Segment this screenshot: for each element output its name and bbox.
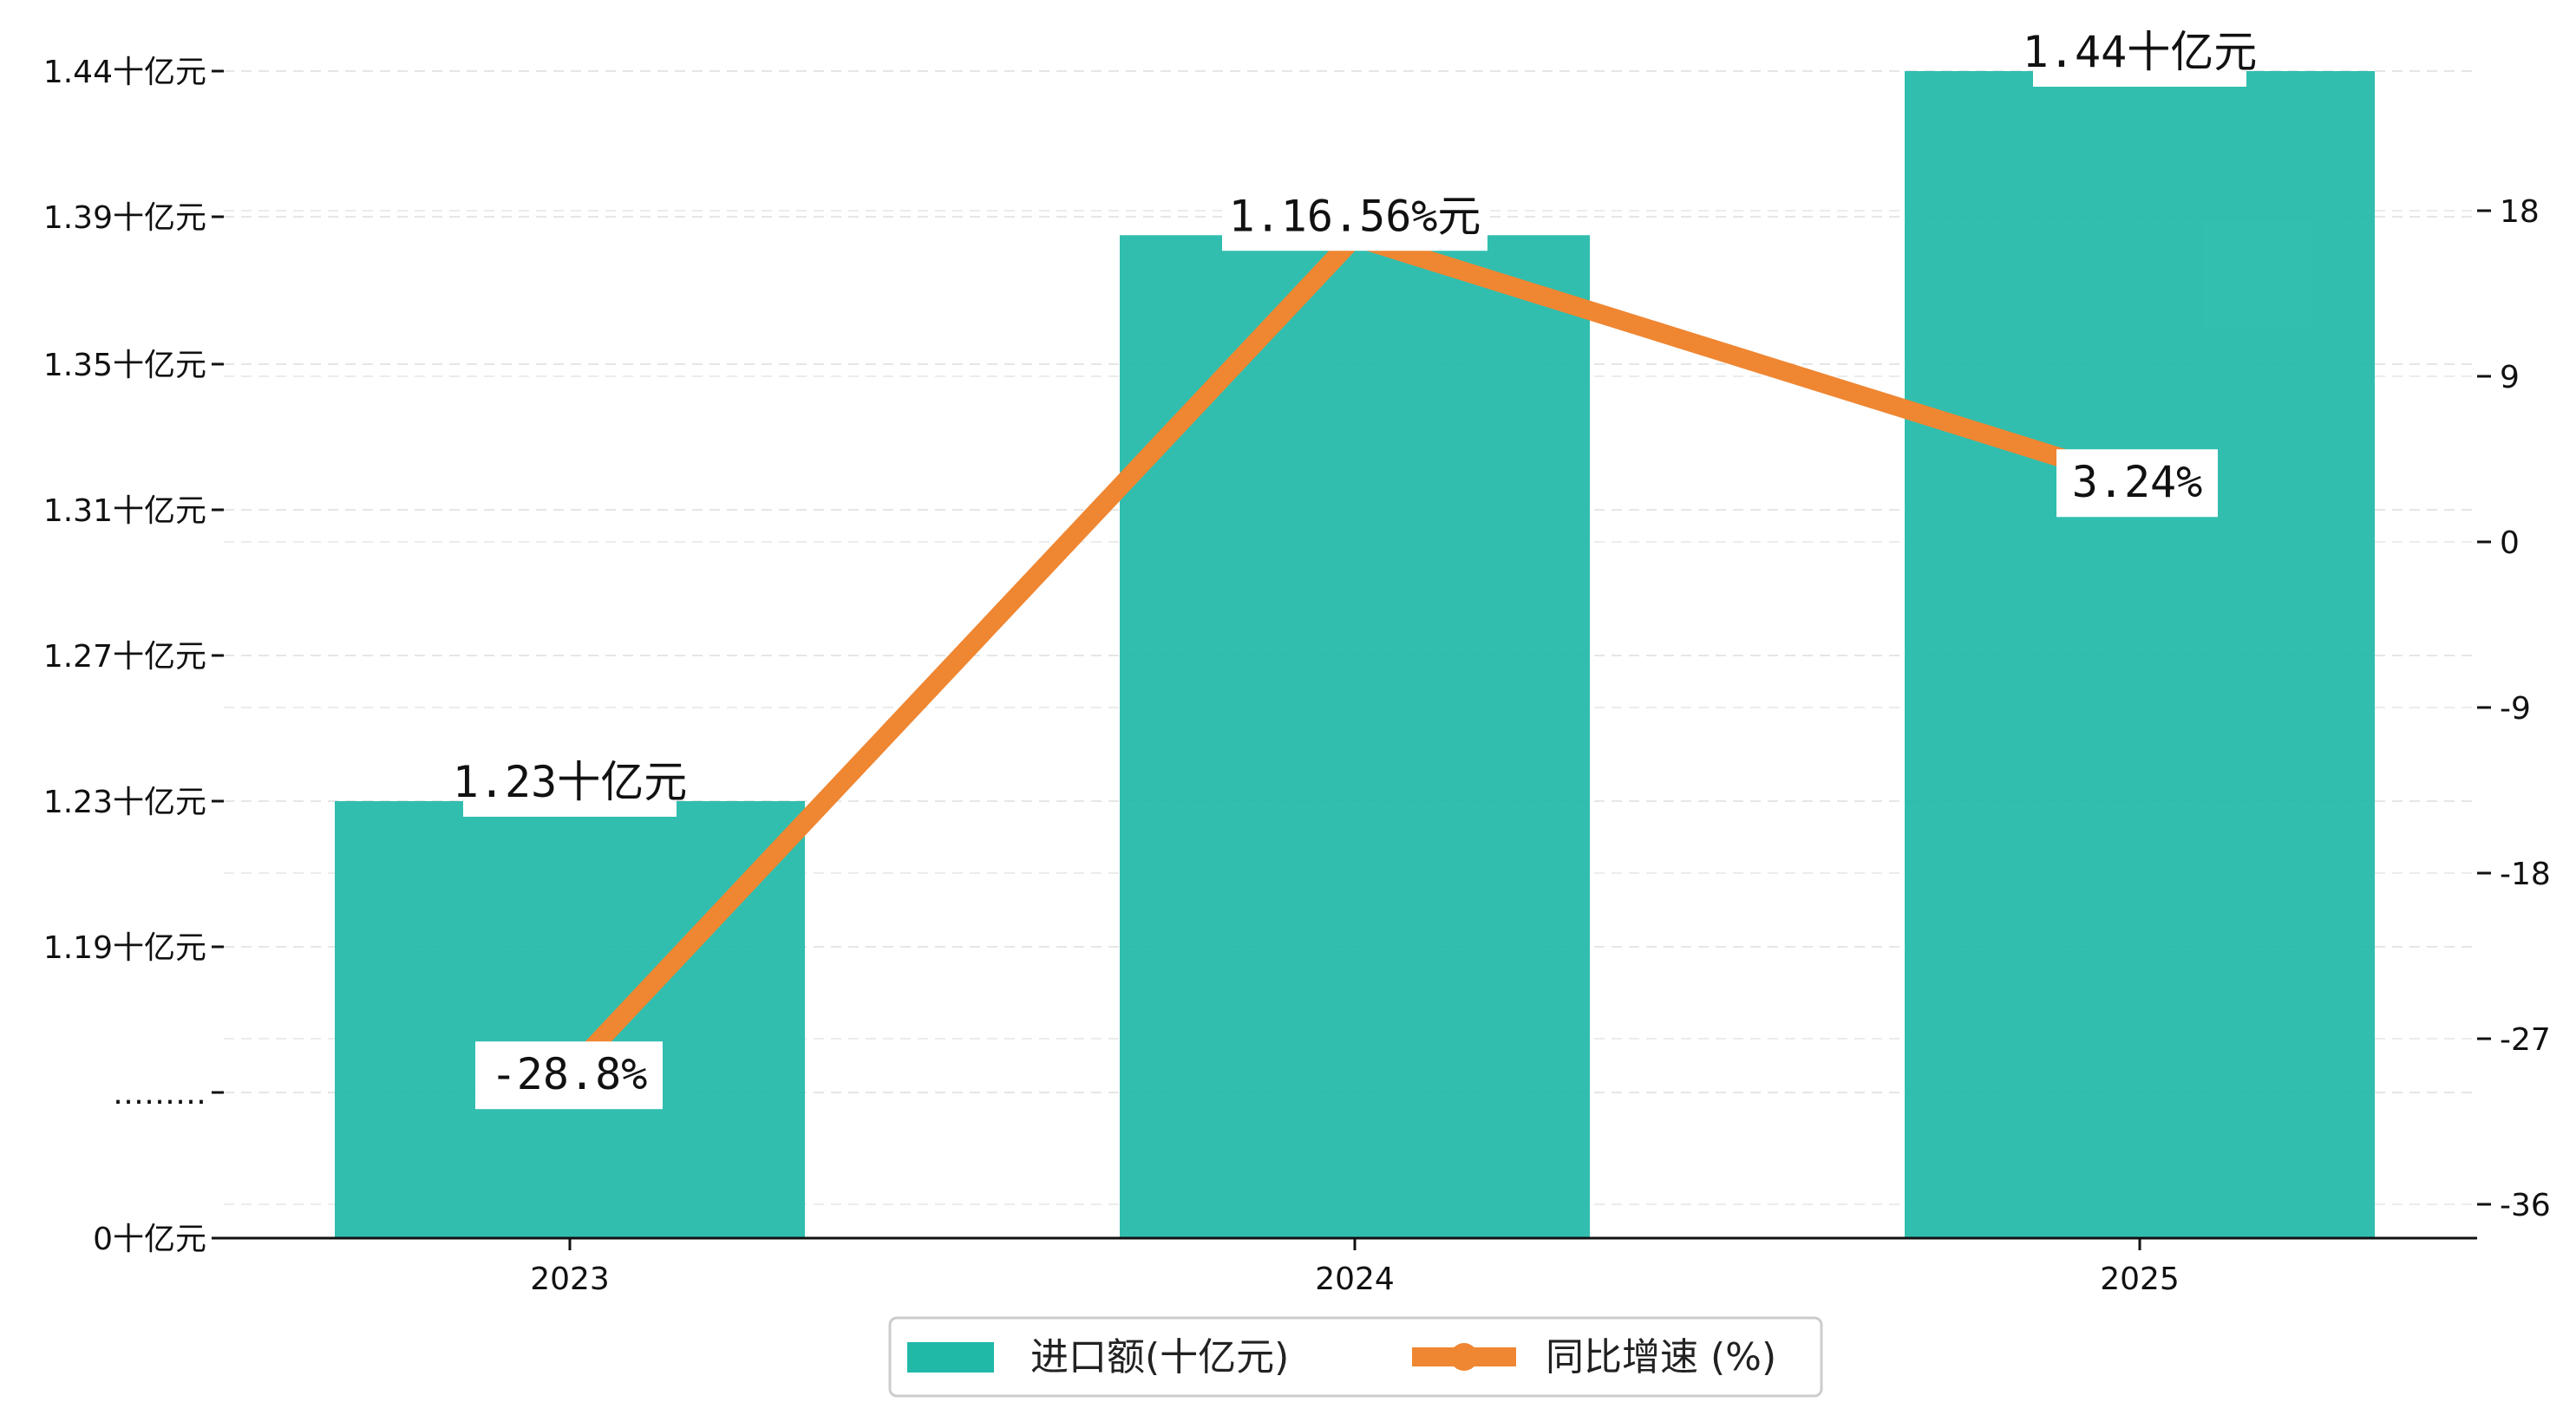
left-tick-label: 1.35十亿元 [43, 348, 206, 383]
left-tick-label: 0十亿元 [93, 1222, 206, 1257]
legend-label-line: 同比增速 (%) [1546, 1335, 1776, 1379]
bar-value-label: 1.23十亿元 [453, 757, 687, 807]
bar-value-label-box [463, 749, 677, 817]
right-tick-label: 9 [2500, 360, 2520, 395]
annotations: 1.23十亿元 1.16.56%元 1.44十亿元 -28.8% 3.24% [453, 19, 2257, 1110]
right-tick-label: -36 [2500, 1188, 2551, 1223]
legend-swatch-bars [907, 1342, 994, 1373]
growth-value-label-box [475, 1041, 663, 1110]
bar-value-label: 1.16.56%元 [1229, 191, 1481, 241]
right-tick-label: -27 [2500, 1022, 2551, 1058]
right-tick-label: -18 [2500, 857, 2551, 892]
left-tick-label: 1.19十亿元 [43, 930, 206, 966]
right-tick-label: -9 [2500, 691, 2531, 727]
axes: 0十亿元 ……… 1.19十亿元 1.23十亿元 1.27十亿元 1.31十亿元 1.35十… [43, 55, 2551, 1297]
x-tick-label: 2025 [2100, 1262, 2180, 1297]
left-tick-label: 1.31十亿元 [43, 493, 206, 529]
legend-frame [888, 1316, 1823, 1398]
growth-value-label: 3.24% [2072, 457, 2203, 507]
right-tick-label: 0 [2500, 525, 2520, 561]
left-tick-label: 1.39十亿元 [43, 200, 206, 236]
legend-label-bars: 进口额(十亿元) [1030, 1335, 1289, 1379]
growth-value-label: -28.8% [491, 1049, 648, 1099]
bars [335, 71, 2375, 1238]
left-tick-label: 1.27十亿元 [43, 639, 206, 675]
legend[interactable]: 进口额(十亿元) 同比增速 (%) [888, 1316, 1823, 1398]
bar-value-label-box [2033, 19, 2246, 87]
x-tick-label: 2024 [1315, 1262, 1395, 1297]
bar-value-label: 1.44十亿元 [2023, 27, 2257, 77]
x-tick-label: 2023 [530, 1262, 610, 1297]
bar-value-label-box [1222, 183, 1487, 251]
right-tick-label: 18 [2500, 194, 2540, 230]
bar-2023 [335, 801, 805, 1238]
bar-2024 [1120, 235, 1590, 1238]
left-tick-label: 1.23十亿元 [43, 785, 206, 820]
bar-2025 [1905, 71, 2375, 1238]
legend-marker-line [1450, 1343, 1478, 1371]
growth-value-label-box [2056, 449, 2218, 518]
left-tick-label: ……… [113, 1076, 206, 1112]
left-tick-label: 1.44十亿元 [43, 55, 206, 90]
